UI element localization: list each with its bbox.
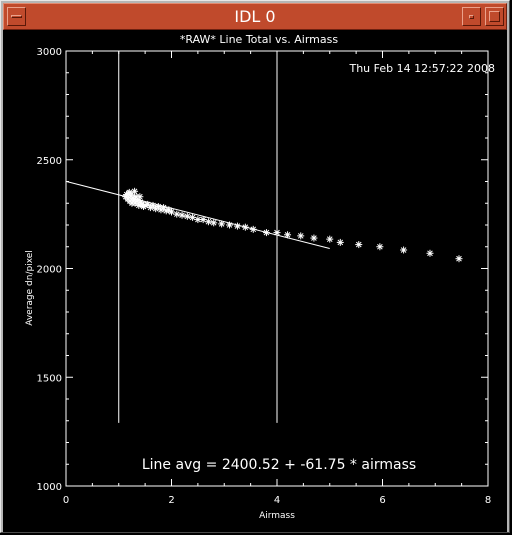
data-point <box>376 243 384 251</box>
vertical-markers <box>118 51 278 423</box>
data-point <box>310 234 318 242</box>
data-point <box>168 208 175 216</box>
data-point <box>455 255 463 263</box>
data-point <box>189 213 197 221</box>
y-tick-label: 2500 <box>37 156 62 167</box>
data-point <box>241 223 249 231</box>
minimize-button[interactable] <box>462 7 481 26</box>
plot-area: *RAW* Line Total vs. Airmass Thu Feb 14 … <box>3 30 507 532</box>
data-point <box>355 241 363 249</box>
data-point <box>400 246 408 254</box>
x-tick-label: 8 <box>485 495 491 506</box>
chart-title: *RAW* Line Total vs. Airmass <box>180 33 338 46</box>
data-point <box>262 229 270 237</box>
y-axis-label: Average dn/pixel <box>25 250 35 326</box>
x-tick-label: 0 <box>63 495 69 506</box>
window-menu-button[interactable] <box>7 7 26 26</box>
airmass-chart: *RAW* Line Total vs. Airmass Thu Feb 14 … <box>25 33 495 521</box>
data-point <box>136 193 144 201</box>
y-tick-label: 1500 <box>37 373 62 384</box>
data-point <box>426 249 434 257</box>
data-point <box>233 222 241 230</box>
y-tick-label: 1000 <box>37 482 62 493</box>
minimize-icon <box>469 15 474 19</box>
data-point <box>204 218 212 226</box>
y-tick-label: 3000 <box>37 47 62 58</box>
timestamp: Thu Feb 14 12:57:22 2008 <box>348 62 495 75</box>
data-point <box>131 187 139 195</box>
window-title: IDL 0 <box>234 7 276 26</box>
data-point <box>218 220 226 228</box>
data-point <box>173 210 181 218</box>
fit-equation: Line avg = 2400.52 + -61.75 * airmass <box>142 457 416 473</box>
maximize-button[interactable] <box>485 7 504 26</box>
data-point <box>249 225 257 233</box>
data-point <box>326 235 334 243</box>
y-tick-label: 2000 <box>37 265 62 276</box>
data-point <box>178 211 186 219</box>
x-tick-label: 4 <box>274 495 280 506</box>
data-point <box>226 221 234 229</box>
window-menu-icon <box>11 15 22 18</box>
x-tick-label: 2 <box>168 495 174 506</box>
data-point <box>273 229 281 237</box>
data-point <box>125 188 133 196</box>
data-point <box>199 216 207 224</box>
maximize-icon <box>489 11 500 22</box>
data-points <box>122 187 463 263</box>
data-point <box>297 232 305 240</box>
data-point <box>336 238 344 246</box>
x-tick-label: 6 <box>379 495 385 506</box>
fit-line <box>65 180 330 250</box>
axis-ticks: 0 2 4 6 8 1000 1500 2000 2500 3000 <box>37 47 492 506</box>
x-axis-label: Airmass <box>259 511 295 521</box>
data-point <box>210 219 218 227</box>
data-point <box>183 212 191 220</box>
data-point <box>284 231 292 239</box>
title-bar[interactable]: IDL 0 <box>3 3 507 30</box>
fit-line-group <box>65 180 330 250</box>
